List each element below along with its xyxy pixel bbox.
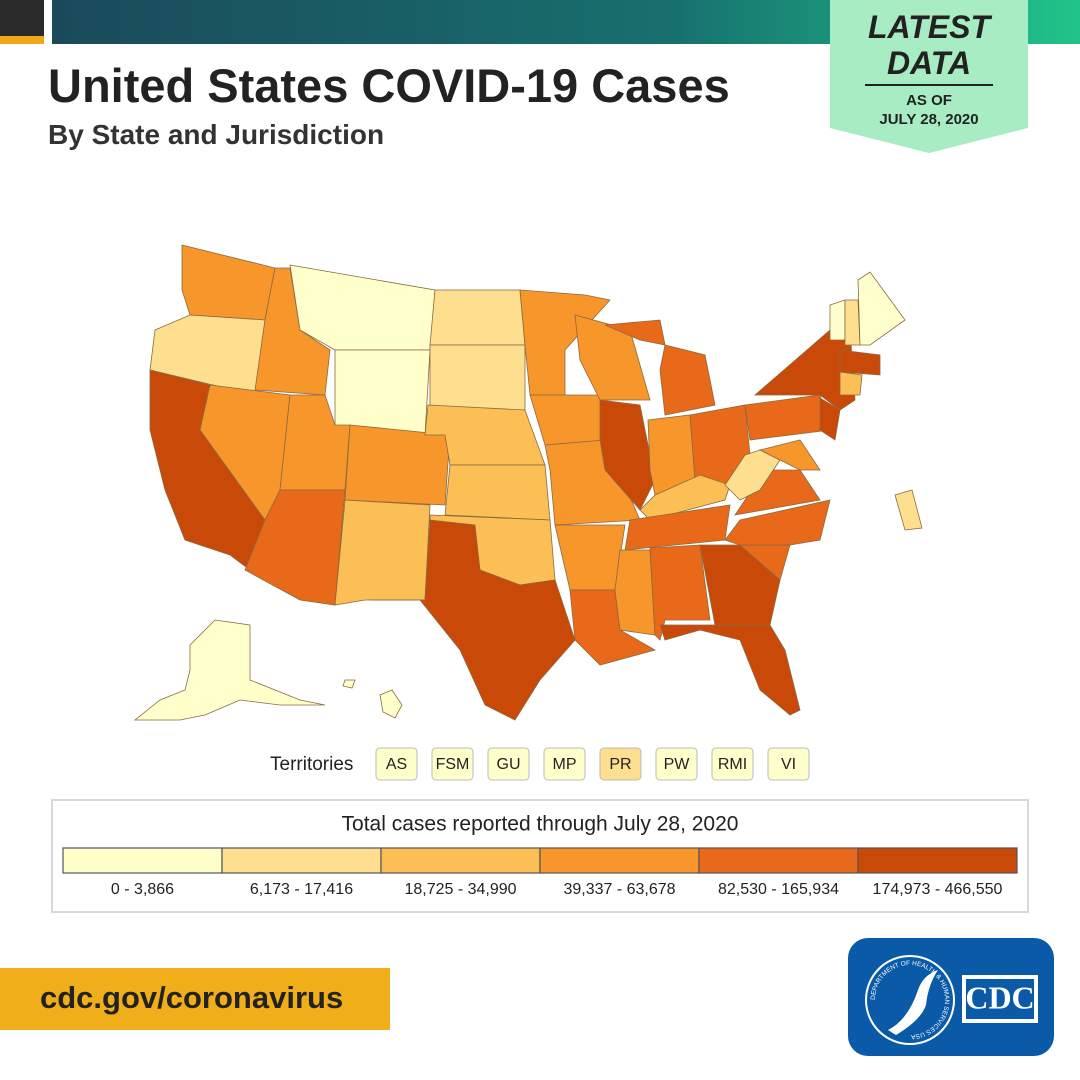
territory-label: VI [781,756,796,773]
url: cdc.gov/coronavirus [40,980,343,1015]
territory-box [431,747,474,781]
cdc-text: CDC [965,979,1034,1015]
state [857,271,906,346]
legend-swatch [539,847,700,874]
territory-label: MP [553,756,577,773]
state [344,424,451,506]
legend-label: 82,530 - 165,934 [718,881,839,898]
state [699,544,781,626]
state [334,499,431,606]
seal-eagle [888,970,938,1035]
state [342,679,356,689]
map [133,244,923,721]
state [614,549,656,636]
state [724,499,831,546]
state [839,371,863,396]
state [370,519,576,721]
state [379,689,403,719]
territory-box [711,747,754,781]
url-box [0,968,390,1030]
territory-box [599,747,642,781]
territory-box [487,747,530,781]
state [519,289,611,396]
state [133,619,326,721]
legend-label: 39,337 - 63,678 [563,881,675,898]
legend-swatch [62,847,223,874]
legend-swatch [380,847,541,874]
badge-text: DATA [887,45,971,81]
badge-text: LATEST [868,9,993,45]
state [744,394,831,441]
cdc-inner [966,979,1034,1019]
state [334,349,431,436]
state [819,397,841,441]
state [659,624,801,716]
state [659,344,716,416]
state [429,344,526,416]
legend-swatch [221,847,382,874]
badge-text: AS OF [906,92,952,109]
state [544,439,641,526]
state [429,289,526,346]
territory-label: AS [386,756,407,773]
legend-swatch [857,847,1018,874]
state [289,264,436,351]
legend-title: Total cases reported through July 28, 20… [342,813,739,836]
state [529,394,611,446]
state [829,299,846,341]
corner-accent [0,36,44,44]
state [181,244,276,321]
state [844,299,861,346]
territory-label: RMI [718,756,747,773]
title: United States COVID-19 Cases [48,59,730,112]
territory-label: FSM [436,756,470,773]
territory-label: GU [497,756,521,773]
state [758,439,821,471]
legend-label: 18,725 - 34,990 [404,881,516,898]
territories-label: Territories [270,754,353,775]
territory-box [655,747,698,781]
legend-label: 0 - 3,866 [111,881,174,898]
legend-swatch [698,847,859,874]
state [444,464,551,521]
seal-ring [865,955,955,1045]
territory-box [375,747,418,781]
corner-block [0,0,44,36]
badge [830,0,1028,153]
legend-label: 6,173 - 17,416 [250,881,353,898]
badge-text: JULY 28, 2020 [879,111,978,128]
state [894,489,923,531]
territory-box [767,747,810,781]
territory-box [543,747,586,781]
state [554,524,626,591]
territory-label: PW [664,756,691,773]
state [604,319,666,346]
state [839,349,881,376]
subtitle: By State and Jurisdiction [48,119,384,150]
territory-label: PR [609,756,631,773]
legend-label: 174,973 - 466,550 [873,881,1003,898]
